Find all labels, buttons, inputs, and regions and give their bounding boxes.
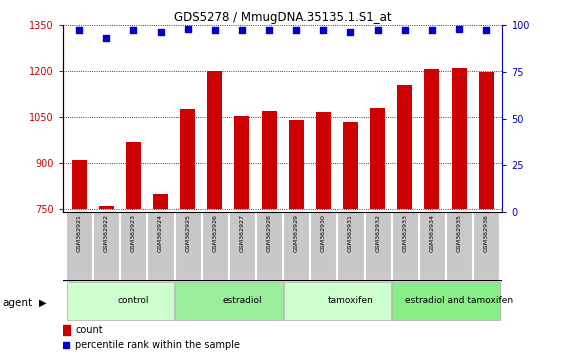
FancyBboxPatch shape xyxy=(392,282,500,320)
FancyBboxPatch shape xyxy=(365,212,391,280)
Point xyxy=(102,35,111,41)
Point xyxy=(210,28,219,33)
FancyBboxPatch shape xyxy=(120,212,146,280)
Point xyxy=(373,28,382,33)
Point xyxy=(183,26,192,32)
FancyBboxPatch shape xyxy=(337,212,364,280)
Text: ▶: ▶ xyxy=(39,298,46,308)
Text: GSM362922: GSM362922 xyxy=(104,215,108,252)
FancyBboxPatch shape xyxy=(66,212,92,280)
Bar xyxy=(180,109,195,209)
Point xyxy=(481,28,490,33)
Bar xyxy=(397,85,412,209)
Bar xyxy=(153,194,168,209)
Text: GSM362934: GSM362934 xyxy=(429,215,435,252)
Bar xyxy=(343,122,358,209)
FancyBboxPatch shape xyxy=(283,212,309,280)
Point xyxy=(427,28,436,33)
Text: GSM362925: GSM362925 xyxy=(185,215,190,252)
Text: tamoxifen: tamoxifen xyxy=(328,296,373,306)
FancyBboxPatch shape xyxy=(147,212,174,280)
Text: GSM362935: GSM362935 xyxy=(457,215,461,252)
FancyBboxPatch shape xyxy=(310,212,336,280)
Title: GDS5278 / MmugDNA.35135.1.S1_at: GDS5278 / MmugDNA.35135.1.S1_at xyxy=(174,11,392,24)
Bar xyxy=(370,108,385,209)
FancyBboxPatch shape xyxy=(202,212,228,280)
Bar xyxy=(71,160,87,209)
FancyBboxPatch shape xyxy=(419,212,445,280)
FancyBboxPatch shape xyxy=(175,282,283,320)
Text: GSM362929: GSM362929 xyxy=(293,215,299,252)
Point xyxy=(346,29,355,35)
Bar xyxy=(235,115,250,209)
FancyBboxPatch shape xyxy=(392,212,418,280)
Text: GSM362927: GSM362927 xyxy=(239,215,244,252)
Text: percentile rank within the sample: percentile rank within the sample xyxy=(75,340,240,350)
Point xyxy=(129,28,138,33)
Bar xyxy=(99,206,114,209)
Bar xyxy=(126,142,141,209)
Point xyxy=(264,28,274,33)
Text: GSM362923: GSM362923 xyxy=(131,215,136,252)
Point xyxy=(400,28,409,33)
Text: estradiol: estradiol xyxy=(222,296,262,306)
Text: GSM362936: GSM362936 xyxy=(484,215,489,252)
Text: GSM362928: GSM362928 xyxy=(267,215,272,252)
Bar xyxy=(262,111,276,209)
Bar xyxy=(63,325,70,335)
Text: GSM362932: GSM362932 xyxy=(375,215,380,252)
Bar xyxy=(478,73,494,209)
Point xyxy=(238,28,247,33)
Point xyxy=(75,28,84,33)
Point xyxy=(292,28,301,33)
FancyBboxPatch shape xyxy=(284,282,391,320)
Bar xyxy=(316,113,331,209)
Text: GSM362930: GSM362930 xyxy=(321,215,326,252)
Point xyxy=(62,342,71,348)
Point xyxy=(319,28,328,33)
FancyBboxPatch shape xyxy=(446,212,472,280)
Point xyxy=(156,29,165,35)
Bar xyxy=(207,71,222,209)
FancyBboxPatch shape xyxy=(175,212,200,280)
Bar xyxy=(289,120,304,209)
Text: GSM362931: GSM362931 xyxy=(348,215,353,252)
Text: GSM362933: GSM362933 xyxy=(403,215,407,252)
Point xyxy=(455,26,464,32)
Text: agent: agent xyxy=(3,298,33,308)
FancyBboxPatch shape xyxy=(473,212,499,280)
Text: GSM362924: GSM362924 xyxy=(158,215,163,252)
FancyBboxPatch shape xyxy=(93,212,119,280)
FancyBboxPatch shape xyxy=(256,212,282,280)
Text: GSM362926: GSM362926 xyxy=(212,215,218,252)
FancyBboxPatch shape xyxy=(67,282,174,320)
FancyBboxPatch shape xyxy=(229,212,255,280)
Bar xyxy=(452,68,467,209)
Text: count: count xyxy=(75,325,103,335)
Bar xyxy=(424,69,439,209)
Text: estradiol and tamoxifen: estradiol and tamoxifen xyxy=(405,296,513,306)
Text: control: control xyxy=(118,296,149,306)
Text: GSM362921: GSM362921 xyxy=(77,215,82,252)
